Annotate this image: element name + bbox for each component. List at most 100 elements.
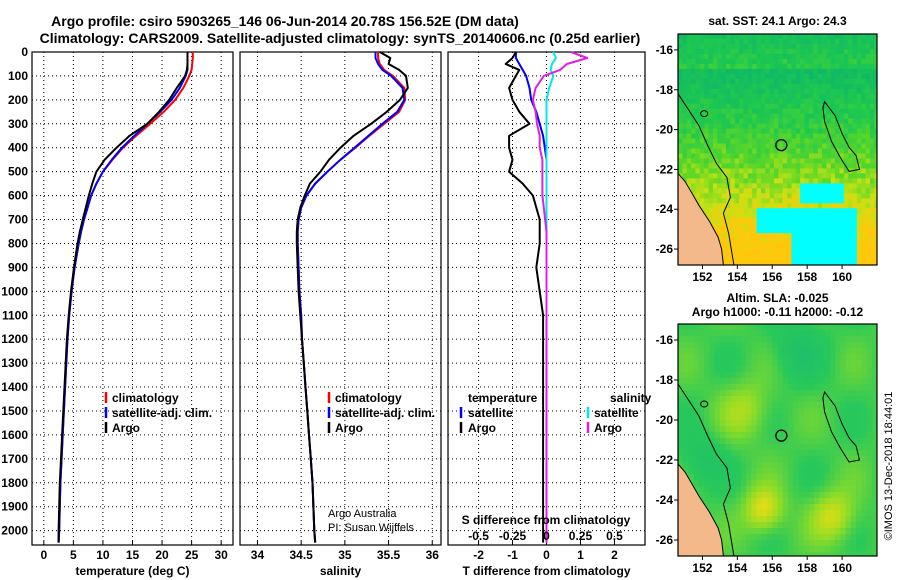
map-cell <box>861 516 868 523</box>
map-cell <box>856 474 862 481</box>
map-cell <box>747 178 753 184</box>
map-cell <box>808 546 815 553</box>
map-cell <box>726 34 731 40</box>
map-cell <box>691 133 697 140</box>
map-cell <box>756 118 762 125</box>
map-cell <box>678 366 684 373</box>
map-cell <box>769 128 775 135</box>
map-cell <box>804 98 810 105</box>
map-cell <box>778 143 784 150</box>
map-cell <box>830 88 836 95</box>
map-cell <box>839 223 845 229</box>
map-cell <box>793 492 800 499</box>
map-cell <box>725 456 731 463</box>
map-cell <box>695 68 701 75</box>
map-cell <box>798 324 805 331</box>
map-cell <box>730 420 737 427</box>
map-cell <box>778 118 784 125</box>
map-cell <box>765 253 771 259</box>
map-cell <box>678 354 684 361</box>
map-cell <box>740 462 747 469</box>
map-cell <box>782 53 788 60</box>
map-cell <box>752 173 758 179</box>
map-cell <box>772 528 779 535</box>
map-cell <box>709 480 716 487</box>
map-cell <box>734 183 740 189</box>
map-cell <box>769 238 775 244</box>
map-cell <box>813 113 819 120</box>
map-cell <box>756 93 762 100</box>
map-cell <box>682 168 688 174</box>
map-cell <box>791 38 797 45</box>
map-cell <box>743 258 749 264</box>
map-cell <box>800 158 806 165</box>
map-cell <box>756 480 763 487</box>
map-cell <box>725 546 731 553</box>
map-cell <box>830 163 836 170</box>
map-cell <box>866 528 873 535</box>
map-cell <box>730 83 736 90</box>
map-cell <box>874 73 877 80</box>
map-cell <box>691 113 697 120</box>
map-cell <box>803 402 810 409</box>
map-cell <box>777 324 784 331</box>
map-cell <box>787 43 793 50</box>
map-cell <box>845 384 852 391</box>
map-cell <box>791 48 797 55</box>
map-cell <box>769 53 775 60</box>
map-cell <box>800 98 806 105</box>
map-cell <box>760 138 766 145</box>
map-cell <box>769 183 775 189</box>
map-cell <box>871 336 877 343</box>
map-cell <box>787 348 794 355</box>
map-cell <box>688 384 695 391</box>
series-line-satellite-adj-clim- <box>57 52 189 543</box>
map-cell <box>874 98 877 105</box>
map-cell <box>740 528 747 535</box>
map-cell <box>778 223 784 229</box>
map-cell <box>726 238 731 244</box>
map-cell <box>756 324 763 331</box>
map-cell <box>804 43 810 50</box>
map-cell <box>839 183 845 189</box>
map-cell <box>791 258 797 264</box>
map-cell <box>865 148 871 155</box>
map-cell <box>856 223 862 229</box>
map-cell <box>767 498 773 505</box>
map-cell <box>769 233 775 239</box>
map-cell <box>850 378 857 385</box>
reef-contour-east <box>822 100 861 172</box>
map-cell <box>787 238 793 244</box>
map-cell <box>760 263 766 265</box>
map-cell <box>734 34 740 40</box>
land-australia <box>678 463 724 556</box>
map-cell <box>808 552 815 556</box>
x-tick-label-10: 10 <box>96 548 110 562</box>
map-cell <box>808 253 814 259</box>
map-cell <box>817 58 823 65</box>
map-cell <box>761 462 768 469</box>
sla-map-panel: 152 154 156 158 160-16-18-20-22-24-26Altim. … <box>656 291 878 575</box>
map-cell <box>803 384 810 391</box>
map-x-tick-label-158: 158 <box>797 270 817 284</box>
map-cell <box>861 366 868 373</box>
map-cell <box>795 143 801 150</box>
map-cell <box>735 390 742 397</box>
map-cell <box>693 330 700 337</box>
map-cell <box>808 426 815 433</box>
map-cell <box>695 58 701 65</box>
map-cell <box>808 108 814 115</box>
map-cell <box>866 390 873 397</box>
map-cell <box>808 98 814 105</box>
map-cell <box>730 178 736 184</box>
map-cell <box>709 474 716 481</box>
map-cell <box>787 118 793 125</box>
map-cell <box>772 534 779 541</box>
map-cell <box>751 372 758 379</box>
map-cell <box>814 468 820 475</box>
map-cell <box>734 198 740 204</box>
map-cell <box>756 522 763 529</box>
map-cell <box>813 213 819 219</box>
map-cell <box>865 213 871 219</box>
map-cell <box>850 552 857 556</box>
